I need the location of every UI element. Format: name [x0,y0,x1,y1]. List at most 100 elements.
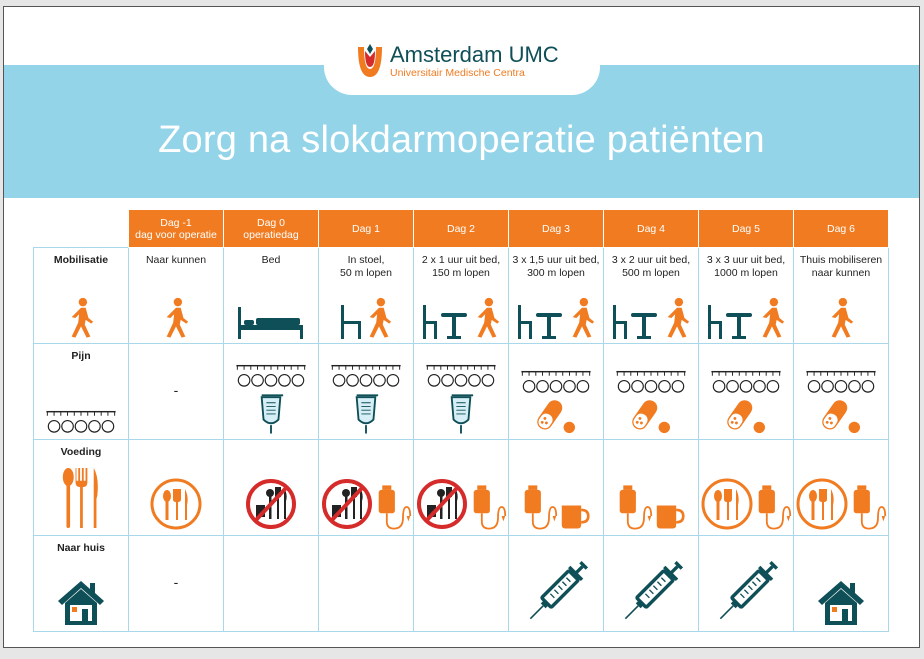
page-title: Zorg na slokdarmoperatie patiënten [158,119,765,161]
row-label: Mobilisatie [53,254,109,266]
table-cell [508,439,604,536]
table-cell [603,535,699,632]
table-cell [128,439,224,536]
table-cell [413,439,509,536]
cell-icons [794,370,888,435]
pain-scale-icon [520,370,592,395]
cell-icons [699,477,793,531]
table-cell: Thuis mobiliseren naar kunnen [793,247,889,344]
column-subtitle: operatiedag [243,228,299,241]
cell-icons [319,297,413,339]
table-cell [793,535,889,632]
tube-feeding-icon [617,483,653,531]
column-day: Dag -1 [160,216,192,229]
column-header: Dag 3 [508,209,604,248]
iv-bag-icon [352,391,380,435]
table-cell: 3 x 3 uur uit bed, 1000 m lopen [698,247,794,344]
chair-icon [339,303,363,339]
house-icon [56,579,106,627]
row-label: Voeding [60,446,102,458]
column-day: Dag 2 [446,222,476,235]
row-label-icons [34,297,128,339]
cell-icons [604,297,698,339]
table-row: Voeding [33,439,889,536]
cell-text: Bed [261,254,281,266]
empty-dash: - [173,574,179,590]
cell-text: 3 x 1,5 uur uit bed, 300 m lopen [512,254,600,279]
cell-icons [604,559,698,627]
column-day: Dag 1 [351,222,381,235]
cell-icons [509,483,603,531]
column-day: Dag 3 [541,222,571,235]
pills-icon [630,397,672,435]
logo-subtitle: Universitair Medische Centra [390,66,525,79]
column-header: Dag 0 operatiedag [223,209,319,248]
cell-icons [319,477,413,531]
corner-cell [33,209,129,248]
pills-icon [535,397,577,435]
column-day: Dag 0 [256,216,286,229]
walker-icon [162,297,190,339]
table-cell [318,439,414,536]
table-cell [603,343,699,440]
cell-text: 3 x 2 uur uit bed, 500 m lopen [611,254,691,279]
row-label-cell: Mobilisatie [33,247,129,344]
table-cell [508,343,604,440]
pain-scale-icon [710,370,782,395]
syringe-icon [712,559,780,627]
no-food-icon [320,477,374,531]
cell-icons [129,297,223,339]
pain-scale-icon [235,364,307,389]
empty-dash: - [173,382,179,398]
cell-icons [604,370,698,435]
row-label-cell: Naar huis [33,535,129,632]
pain-scale-icon [45,410,117,435]
tube-feeding-icon [471,483,507,531]
cell-icons [699,297,793,339]
cell-icons [699,370,793,435]
cell-icons [794,579,888,627]
row-label: Pijn [71,350,91,362]
table-cell [223,343,319,440]
pills-icon [820,397,862,435]
no-food-icon [415,477,469,531]
column-header: Dag 1 [318,209,414,248]
care-schedule-table: Dag -1 dag voor operatie Dag 0 operatiedag D… [33,209,889,632]
column-day: Dag 5 [731,222,761,235]
table-cell [223,535,319,632]
cell-icons [414,297,508,339]
bed-icon [236,305,306,339]
table-row: Mobilisatie Naar kunnen Bed In stoel, 50 m … [33,247,889,344]
cell-icons [699,559,793,627]
table-cell: 3 x 2 uur uit bed, 500 m lopen [603,247,699,344]
table-row: Pijn - [33,343,889,440]
table-cell: - [128,343,224,440]
walker-icon [365,297,393,339]
cell-icons [224,305,318,339]
table-cell [793,343,889,440]
iv-bag-icon [447,391,475,435]
plate-icon [700,477,754,531]
cell-text: 3 x 3 uur uit bed, 1000 m lopen [706,254,786,279]
table-cell: 2 x 1 uur uit bed, 150 m lopen [413,247,509,344]
cell-icons [509,370,603,435]
row-label-icons [34,579,128,627]
cell-icons [414,477,508,531]
row-label-icons [34,410,128,435]
cell-icons [414,364,508,435]
table-cell: 3 x 1,5 uur uit bed, 300 m lopen [508,247,604,344]
tube-feeding-icon [522,483,558,531]
tube-feeding-icon [851,483,887,531]
logo-brand: Amsterdam UMC [390,41,559,67]
table-cell: Bed [223,247,319,344]
row-label-icons [34,465,128,531]
column-header: Dag 6 [793,209,889,248]
table-cell [318,343,414,440]
cell-icons [224,477,318,531]
walker-icon [568,297,596,339]
row-label-cell: Pijn [33,343,129,440]
tulip-logo-icon [358,44,382,77]
table-cell [603,439,699,536]
table-cell: Naar kunnen [128,247,224,344]
table-cell [413,343,509,440]
